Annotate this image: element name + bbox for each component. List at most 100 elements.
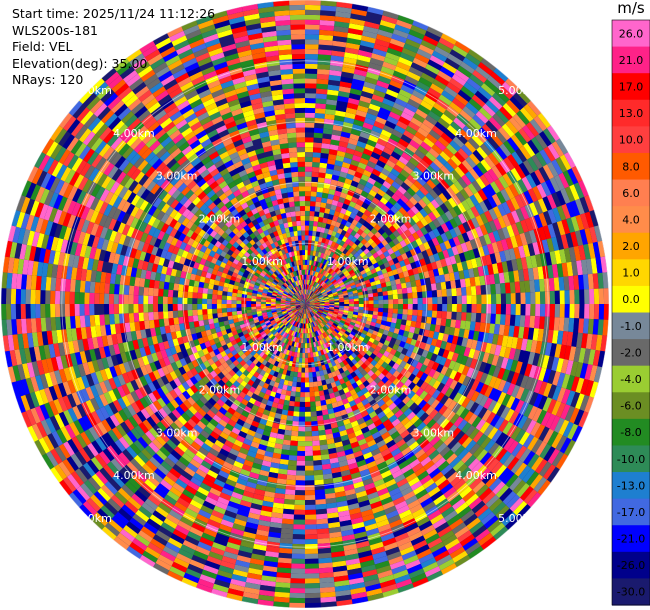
range-gate-cell <box>318 296 324 299</box>
range-gate-cell <box>495 283 501 294</box>
range-gate-cell <box>546 194 557 210</box>
range-gate-cell <box>305 191 311 197</box>
range-gate-cell <box>544 304 551 317</box>
range-gate-cell <box>337 271 344 277</box>
range-gate-cell <box>361 202 370 210</box>
range-gate-cell <box>593 225 603 242</box>
range-gate-cell <box>313 127 324 134</box>
range-gate-cell <box>299 406 305 412</box>
range-gate-cell <box>367 274 374 280</box>
range-gate-cell <box>364 143 375 152</box>
range-gate-cell <box>518 162 531 177</box>
range-gate-cell <box>380 282 387 288</box>
range-gate-cell <box>427 239 435 249</box>
range-gate-cell <box>440 213 450 224</box>
range-gate-cell <box>340 218 348 226</box>
range-gate-cell <box>327 158 336 165</box>
range-gate-cell <box>388 197 397 206</box>
range-gate-cell <box>407 217 417 227</box>
range-gate-cell <box>529 216 539 230</box>
range-gate-cell <box>320 449 329 456</box>
range-gate-cell <box>466 77 481 91</box>
range-gate-cell <box>305 73 318 79</box>
range-gate-cell <box>316 226 322 233</box>
range-gate-cell <box>312 440 320 446</box>
range-gate-cell <box>400 111 413 122</box>
range-gate-cell <box>400 231 408 240</box>
range-gate-cell <box>538 166 550 182</box>
range-gate-cell <box>343 157 352 165</box>
range-gate-cell <box>305 573 320 579</box>
range-gate-cell <box>530 304 536 317</box>
range-gate-cell <box>517 178 528 193</box>
range-gate-cell <box>305 156 313 162</box>
range-gate-cell <box>520 219 529 233</box>
range-gate-cell <box>435 317 442 326</box>
range-gate-cell <box>392 70 407 81</box>
range-gate-cell <box>430 261 438 270</box>
range-gate-cell <box>387 290 393 296</box>
range-gate-cell <box>504 186 515 200</box>
range-gate-cell <box>360 190 369 198</box>
range-gate-cell <box>357 105 369 113</box>
range-gate-cell <box>392 308 399 314</box>
range-gate-cell <box>350 249 358 256</box>
range-gate-cell <box>385 254 393 262</box>
range-gate-cell <box>447 158 459 170</box>
range-gate-cell <box>426 290 433 298</box>
range-gate-cell <box>403 129 415 140</box>
range-gate-cell <box>321 290 327 295</box>
range-gate-cell <box>319 439 328 446</box>
range-gate-cell <box>401 151 412 162</box>
range-gate-cell <box>347 252 354 259</box>
range-gate-cell <box>283 399 290 406</box>
range-gate-cell <box>436 310 443 319</box>
range-gate-cell <box>331 174 340 181</box>
range-gate-cell <box>416 285 423 293</box>
range-gate-cell <box>514 194 525 209</box>
range-gate-cell <box>351 219 359 226</box>
range-gate-cell <box>490 133 504 147</box>
range-gate-cell <box>305 132 314 138</box>
range-gate-cell <box>329 302 335 304</box>
range-gate-cell <box>322 133 332 140</box>
range-gate-cell <box>322 270 327 276</box>
range-gate-cell <box>465 197 475 209</box>
range-gate-cell <box>310 280 313 286</box>
range-gate-cell <box>366 244 374 252</box>
range-gate-cell <box>307 245 312 251</box>
range-gate-cell <box>305 543 318 550</box>
range-gate-cell <box>393 164 403 174</box>
range-gate-cell <box>495 146 508 160</box>
range-gate-cell <box>452 236 461 247</box>
range-gate-cell <box>322 276 327 282</box>
range-gate-cell <box>352 290 358 294</box>
range-gate-cell <box>484 254 493 266</box>
range-gate-cell <box>437 117 451 129</box>
range-gate-cell <box>344 209 352 217</box>
range-gate-cell <box>451 288 457 297</box>
range-gate-cell <box>540 181 552 197</box>
range-gate-cell <box>373 43 389 53</box>
range-gate-cell <box>300 377 305 383</box>
range-gate-cell <box>579 196 590 214</box>
range-gate-cell <box>331 230 337 237</box>
range-gate-cell <box>316 186 324 193</box>
range-gate-cell <box>405 38 421 49</box>
range-gate-cell <box>326 289 332 293</box>
range-gate-cell <box>366 11 383 20</box>
range-gate-cell <box>305 519 317 525</box>
range-gate-cell <box>362 148 373 157</box>
range-gate-cell <box>373 223 382 232</box>
range-gate-cell <box>297 367 302 373</box>
range-gate-cell <box>305 475 315 481</box>
range-gate-cell <box>311 275 315 281</box>
range-gate-cell <box>350 196 359 204</box>
range-gate-cell <box>584 289 590 304</box>
range-gate-cell <box>413 166 424 177</box>
range-gate-cell <box>380 66 395 76</box>
range-gate-cell <box>432 297 438 304</box>
range-gate-cell <box>390 279 397 286</box>
range-gate-cell <box>317 262 321 268</box>
range-gate-cell <box>496 240 504 252</box>
